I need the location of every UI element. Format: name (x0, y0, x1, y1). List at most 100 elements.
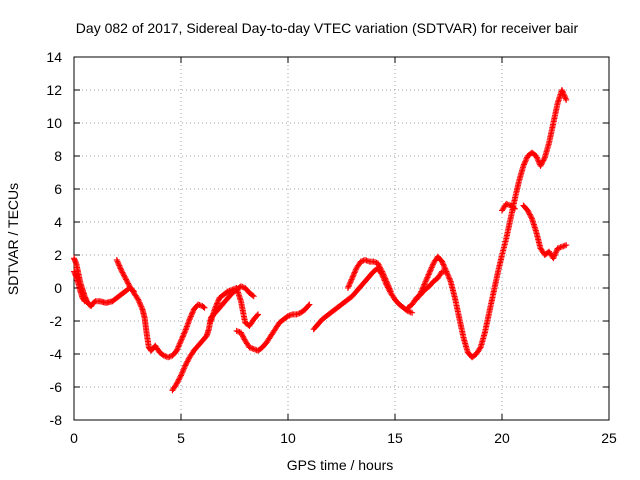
data-point (421, 281, 428, 288)
data-point (447, 276, 454, 283)
data-points (71, 87, 570, 394)
data-point (440, 262, 447, 269)
data-point (523, 155, 530, 162)
data-point (420, 282, 427, 289)
data-point (424, 274, 431, 281)
data-point (421, 280, 428, 287)
data-point (429, 263, 436, 270)
data-point (563, 242, 570, 249)
data-point (116, 264, 123, 271)
y-tick-label: 12 (46, 82, 62, 98)
data-point (138, 303, 145, 310)
data-point (384, 279, 391, 286)
data-point (348, 276, 355, 283)
data-point (175, 377, 182, 384)
data-point (346, 282, 353, 289)
data-point (294, 310, 301, 317)
data-point (425, 271, 432, 278)
data-point (563, 96, 570, 103)
data-point (520, 162, 527, 169)
data-point (125, 280, 132, 287)
data-point (534, 155, 541, 162)
data-point (382, 276, 389, 283)
data-point (526, 210, 533, 217)
data-point (213, 301, 220, 308)
data-point (384, 281, 391, 288)
data-point (409, 309, 416, 316)
data-point (352, 268, 359, 275)
data-point (239, 332, 246, 339)
data-point (179, 333, 186, 340)
data-point (349, 273, 356, 280)
data-point (177, 373, 184, 380)
data-point (419, 285, 426, 292)
data-point (174, 379, 181, 386)
y-tick-label: -4 (50, 346, 63, 362)
data-point (385, 282, 392, 289)
data-point (364, 258, 371, 265)
data-point (214, 299, 221, 306)
data-point (250, 293, 257, 300)
x-tick-label: 0 (70, 430, 78, 446)
data-point (375, 261, 382, 268)
data-point (441, 264, 448, 271)
data-point (527, 212, 534, 219)
data-point (442, 265, 449, 272)
data-point (137, 300, 144, 307)
data-point (427, 267, 434, 274)
y-tick-label: 14 (46, 49, 62, 65)
data-point (181, 330, 188, 337)
data-point (374, 260, 381, 267)
data-point (521, 160, 528, 167)
data-point (550, 255, 557, 262)
data-point (123, 277, 130, 284)
data-point (553, 248, 560, 255)
y-tick-label: -8 (50, 412, 63, 428)
data-point (250, 346, 257, 353)
data-point (423, 277, 430, 284)
data-point (187, 313, 194, 320)
x-tick-label: 25 (601, 430, 617, 446)
data-point (551, 252, 558, 259)
data-point (510, 204, 517, 211)
data-point (526, 211, 533, 218)
data-point (180, 332, 187, 339)
data-point (184, 358, 191, 365)
data-point (443, 269, 450, 276)
data-point (246, 344, 253, 351)
data-point (214, 300, 221, 307)
data-point (550, 253, 557, 260)
data-point (135, 297, 142, 304)
data-point (178, 371, 185, 378)
data-point (561, 92, 568, 99)
y-tick-label: 10 (46, 115, 62, 131)
data-point (521, 161, 528, 168)
series-segment (344, 256, 394, 295)
data-point (425, 272, 432, 279)
data-point (180, 366, 187, 373)
data-point (249, 292, 256, 299)
data-point (187, 314, 194, 321)
data-point (420, 284, 427, 291)
data-point (533, 154, 540, 161)
data-point (428, 264, 435, 271)
plot-frame (73, 56, 610, 421)
tick-labels: 0 5 10 15 20 25 -8 -6 -4 -2 0 2 4 6 8 10 12 14 (46, 49, 617, 446)
data-point (305, 302, 312, 309)
data-point (178, 336, 185, 343)
data-point (227, 287, 234, 294)
data-point (558, 87, 565, 93)
data-point (347, 277, 354, 284)
data-point (182, 362, 189, 369)
data-point (423, 275, 430, 282)
data-point (174, 344, 181, 351)
data-point (178, 372, 184, 379)
data-point (372, 259, 379, 266)
data-point (351, 270, 358, 277)
y-tick-label: -2 (50, 313, 63, 329)
x-tick-label: 15 (387, 430, 403, 446)
data-point (440, 261, 447, 268)
data-point (239, 283, 246, 290)
data-point (349, 275, 356, 282)
data-point (115, 261, 122, 268)
